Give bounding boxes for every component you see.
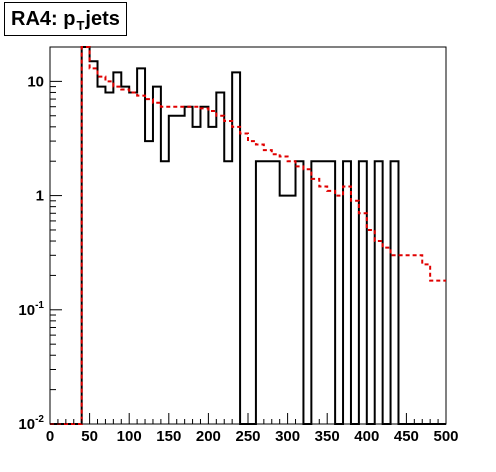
x-tick-label: 50 xyxy=(81,428,98,445)
series-black-histogram xyxy=(50,46,446,425)
x-tick-label: 300 xyxy=(275,428,300,445)
x-tick-label: 150 xyxy=(156,428,181,445)
y-tick-label: 1 xyxy=(36,188,44,205)
x-tick-label: 200 xyxy=(196,428,221,445)
x-tick-label: 250 xyxy=(235,428,260,445)
title-main: RA4: p xyxy=(11,7,76,30)
plot-area-border xyxy=(49,46,447,425)
x-tick-label: 100 xyxy=(117,428,142,445)
x-tick-label: 500 xyxy=(433,428,458,445)
y-tick-label: 10-1 xyxy=(18,300,44,319)
red-series-line xyxy=(50,46,446,425)
plot-frame xyxy=(49,46,447,425)
series-red-dashed-histogram xyxy=(50,46,446,425)
y-axis: 10-2 10-1 1 10 xyxy=(18,46,62,433)
y-tick-label: 10 xyxy=(27,73,44,90)
title-rest: jets xyxy=(85,7,120,30)
black-series-line xyxy=(50,46,446,425)
x-tick-label: 0 xyxy=(46,428,54,445)
y-tick-label: 10-2 xyxy=(18,414,44,433)
x-axis: 0 50 100 150 200 250 300 350 400 450 500 xyxy=(46,413,459,445)
x-tick-label: 450 xyxy=(394,428,419,445)
x-tick-label: 400 xyxy=(354,428,379,445)
title-subscript: T xyxy=(76,17,85,33)
x-tick-label: 350 xyxy=(315,428,340,445)
